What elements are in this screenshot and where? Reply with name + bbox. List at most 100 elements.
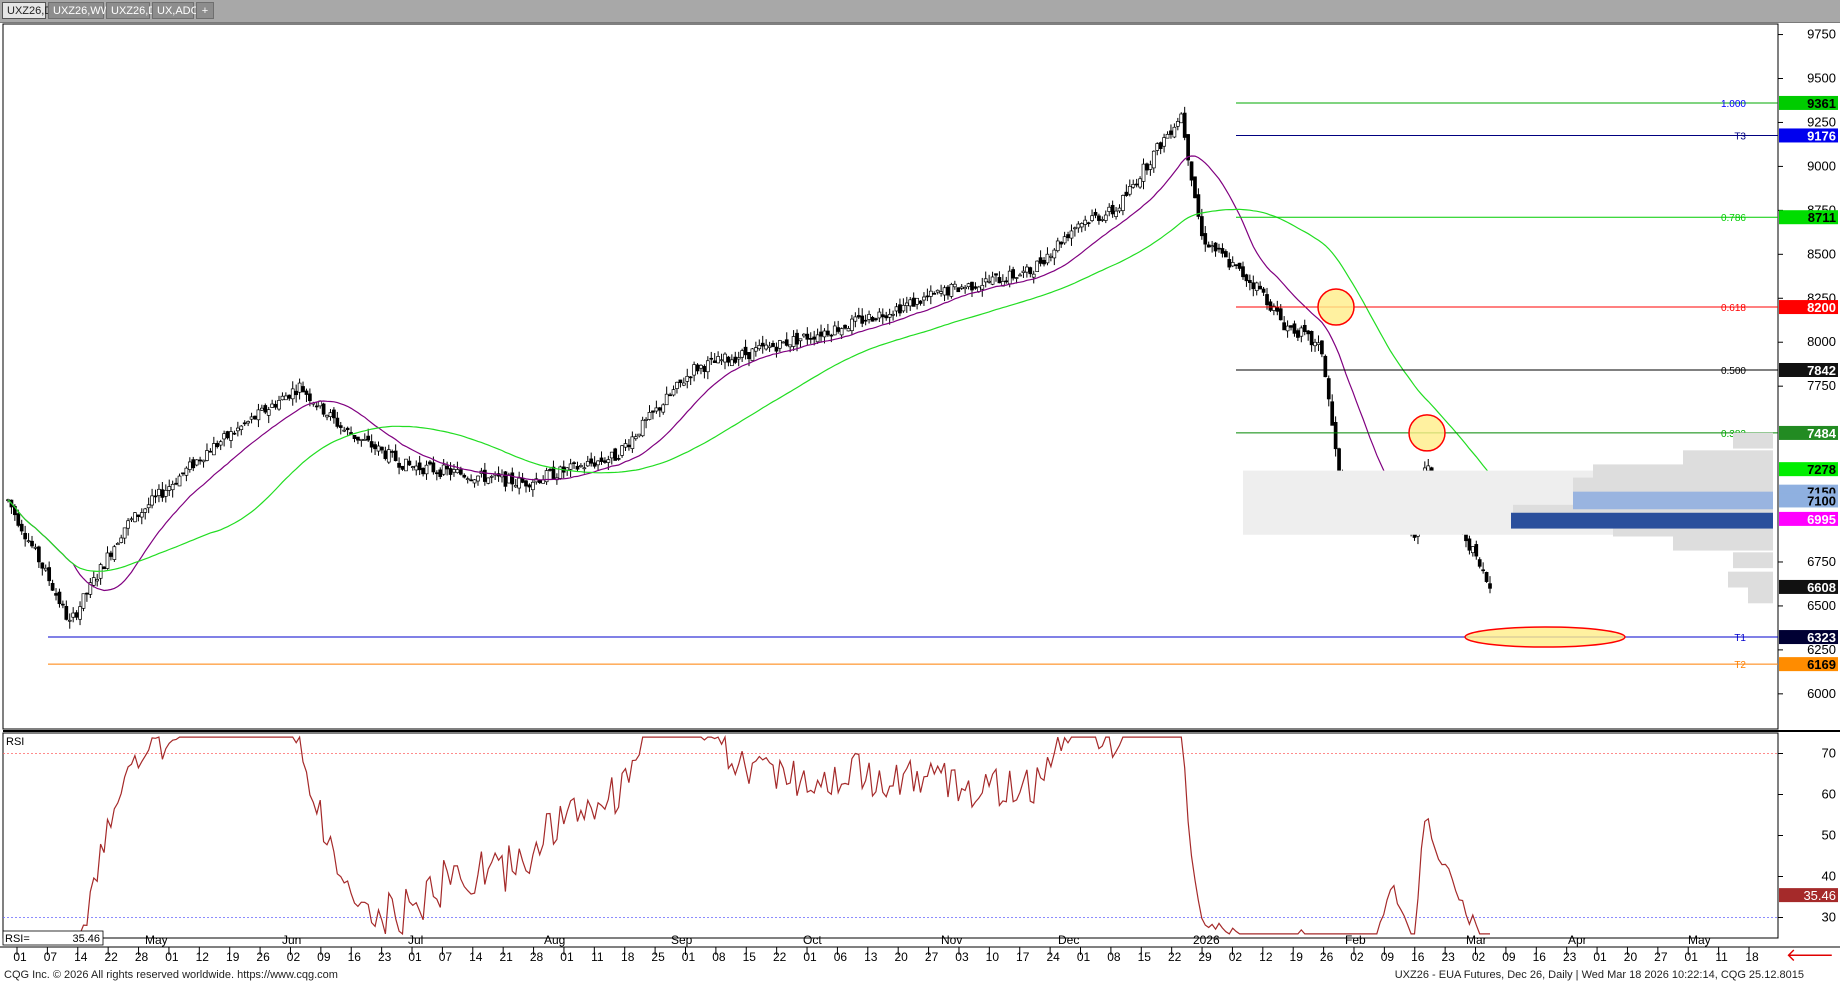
candle-body	[366, 435, 371, 441]
candle-body	[719, 359, 724, 362]
time-axis-day: 16	[1411, 950, 1425, 964]
candle-body	[850, 318, 854, 332]
time-axis-day: 08	[712, 950, 726, 964]
candle-body	[815, 334, 820, 343]
time-axis-day: 02	[1472, 950, 1486, 964]
candle-body	[832, 325, 837, 336]
price-label-text: 7842	[1807, 363, 1836, 378]
candle-body	[863, 319, 868, 322]
price-tick-label: 9250	[1807, 114, 1836, 129]
candle-body	[568, 463, 573, 470]
candle-body	[249, 416, 254, 420]
price-label-box	[1779, 210, 1838, 225]
time-axis-day: 28	[530, 950, 544, 964]
candle-body	[345, 427, 350, 431]
candle-body	[582, 467, 587, 470]
candle-body	[918, 300, 923, 304]
rsi-panel[interactable]: RSI RSI= 35.46	[2, 732, 1779, 946]
tab-uxz26-daily-2[interactable]: UXZ26,D	[106, 2, 156, 19]
candle-body	[445, 465, 449, 470]
price-label-box	[1779, 630, 1838, 645]
time-axis-day: 08	[1107, 950, 1121, 964]
time-axis-day: 20	[1624, 950, 1638, 964]
candle-body	[675, 381, 679, 389]
candle-body	[174, 482, 178, 485]
candle-body	[654, 407, 659, 412]
candle-body	[338, 425, 343, 428]
candle-body	[1210, 245, 1214, 248]
candle-body	[1134, 183, 1139, 186]
candle-body	[115, 543, 120, 546]
candle-body	[1124, 191, 1129, 196]
candle-body	[911, 297, 916, 307]
candle-body	[119, 537, 124, 543]
highlight-618	[1317, 288, 1355, 326]
candle-body	[596, 460, 600, 466]
candle-body	[959, 286, 964, 289]
candle-body	[853, 316, 858, 322]
candle-body	[1014, 277, 1019, 279]
candle-body	[606, 459, 611, 463]
candle-body	[74, 612, 79, 618]
candle-body	[877, 311, 882, 319]
level-label: 0.786	[1721, 213, 1746, 224]
candle-body	[407, 460, 412, 466]
tab-uxz26-weekly[interactable]: UXZ26,WW	[48, 2, 111, 19]
candle-body	[1467, 538, 1472, 551]
time-axis-day: 09	[1381, 950, 1395, 964]
profile-bar	[1593, 464, 1773, 481]
time-axis-day: 11	[591, 950, 604, 964]
candle-body	[266, 409, 271, 416]
tab-uxz26-daily[interactable]: UXZ26,D	[2, 2, 52, 19]
candle-body	[705, 360, 710, 373]
price-label-box	[1779, 425, 1838, 440]
candle-body	[421, 467, 425, 475]
time-axis-month: Jul	[408, 933, 423, 947]
add-tab-button[interactable]: +	[196, 2, 214, 19]
time-axis-day: 22	[104, 950, 118, 964]
candle-body	[808, 338, 813, 340]
candle-body	[740, 350, 744, 358]
candle-body	[280, 395, 285, 401]
rsi-tick-label: 50	[1822, 828, 1836, 843]
candle-body	[242, 422, 247, 425]
time-axis-day: 07	[44, 950, 58, 964]
candle-body	[153, 495, 158, 498]
candle-body	[122, 527, 127, 539]
candle-body	[469, 479, 473, 482]
left-arrow-icon[interactable]: 🡐	[1785, 945, 1834, 965]
candle-body	[983, 278, 988, 283]
candle-body	[767, 345, 772, 348]
candle-body	[218, 441, 223, 446]
time-axis-day: 23	[378, 950, 392, 964]
candle-body	[1220, 248, 1225, 254]
candle-body	[805, 333, 810, 340]
candle-body	[798, 338, 803, 342]
time-axis-day: 19	[226, 950, 240, 964]
candle-body	[1083, 219, 1088, 225]
candle-body	[839, 328, 844, 336]
candle-body	[651, 410, 655, 413]
time-axis-day: 14	[74, 950, 88, 964]
price-label-box	[1779, 579, 1838, 594]
candle-body	[657, 407, 662, 411]
candle-body	[620, 445, 624, 456]
candle-body	[177, 475, 182, 487]
candle-body	[733, 356, 738, 363]
candle-body	[294, 390, 299, 396]
candle-body	[1323, 355, 1328, 378]
candle-body	[1076, 223, 1081, 229]
candle-body	[517, 477, 522, 489]
rsi-readout-label: RSI=	[5, 933, 30, 945]
candle-body	[1158, 142, 1163, 149]
time-axis-day: 24	[1046, 950, 1060, 964]
candle-body	[455, 469, 460, 474]
candle-body	[150, 495, 154, 506]
price-label-text: 9361	[1807, 96, 1836, 111]
candle-body	[524, 480, 528, 487]
candle-body	[1117, 207, 1122, 212]
candle-body	[448, 468, 453, 475]
tab-ux-adc[interactable]: UX,ADC	[152, 2, 199, 19]
